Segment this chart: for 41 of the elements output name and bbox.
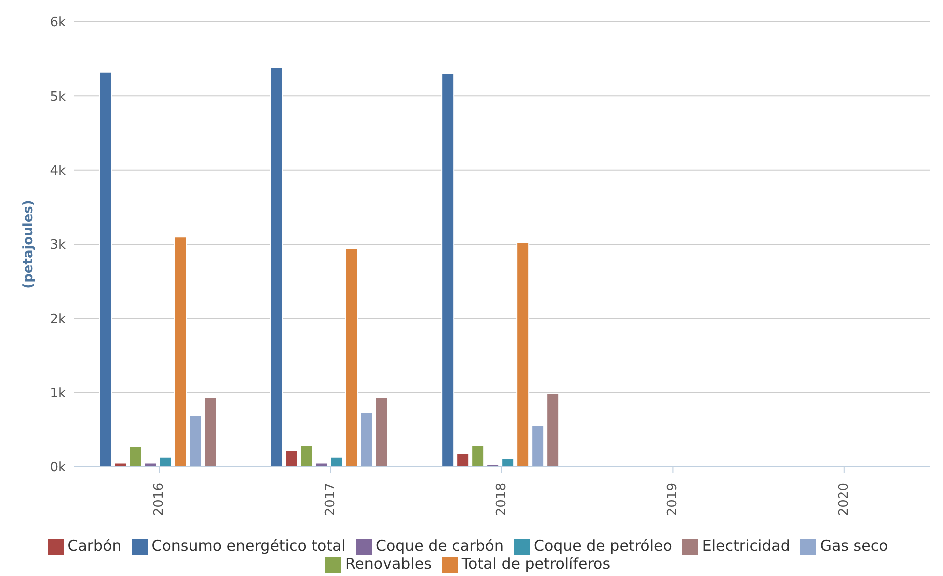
x-tick-label: 2016: [152, 483, 168, 516]
bar: [300, 444, 314, 467]
legend-label: Electricidad: [702, 537, 790, 555]
y-tick-label: 1k: [50, 386, 66, 402]
bar: [502, 458, 515, 467]
bar: [546, 393, 560, 467]
bar: [532, 424, 545, 467]
bar: [330, 456, 344, 467]
x-tick-label: 2019: [666, 483, 681, 516]
legend-label: Renovables: [345, 555, 432, 573]
bar: [285, 450, 298, 467]
y-tick-label: 2k: [50, 312, 66, 328]
legend-label: Coque de carbón: [376, 537, 504, 555]
bar: [375, 398, 388, 467]
legend-label: Gas seco: [820, 537, 888, 555]
bar: [129, 446, 142, 467]
x-tick-label: 2017: [323, 483, 338, 516]
y-tick-label: 3k: [50, 238, 66, 254]
y-tick-label: 0k: [50, 460, 66, 476]
legend-label: Carbón: [68, 537, 122, 555]
bar: [456, 453, 470, 467]
y-tick-label: 6k: [50, 16, 66, 31]
bar: [189, 415, 202, 467]
x-tick-label: 2020: [836, 483, 852, 516]
x-tick-label: 2018: [494, 483, 510, 516]
y-tick-label: 5k: [50, 90, 66, 105]
legend-label: Total de petrolíferos: [462, 555, 611, 573]
bar: [270, 67, 284, 467]
y-tick-label: 4k: [50, 164, 66, 179]
y-axis-title: (petajoules): [22, 200, 37, 289]
bar: [345, 248, 358, 467]
bar: [516, 242, 530, 467]
bar: [472, 444, 485, 467]
bar: [174, 236, 188, 467]
bar: [442, 73, 455, 467]
bar: [99, 72, 112, 467]
legend-label: Consumo energético total: [152, 537, 346, 555]
bar: [159, 456, 172, 467]
bar: [360, 412, 374, 467]
bar: [204, 398, 218, 467]
legend-label: Coque de petróleo: [534, 537, 672, 555]
